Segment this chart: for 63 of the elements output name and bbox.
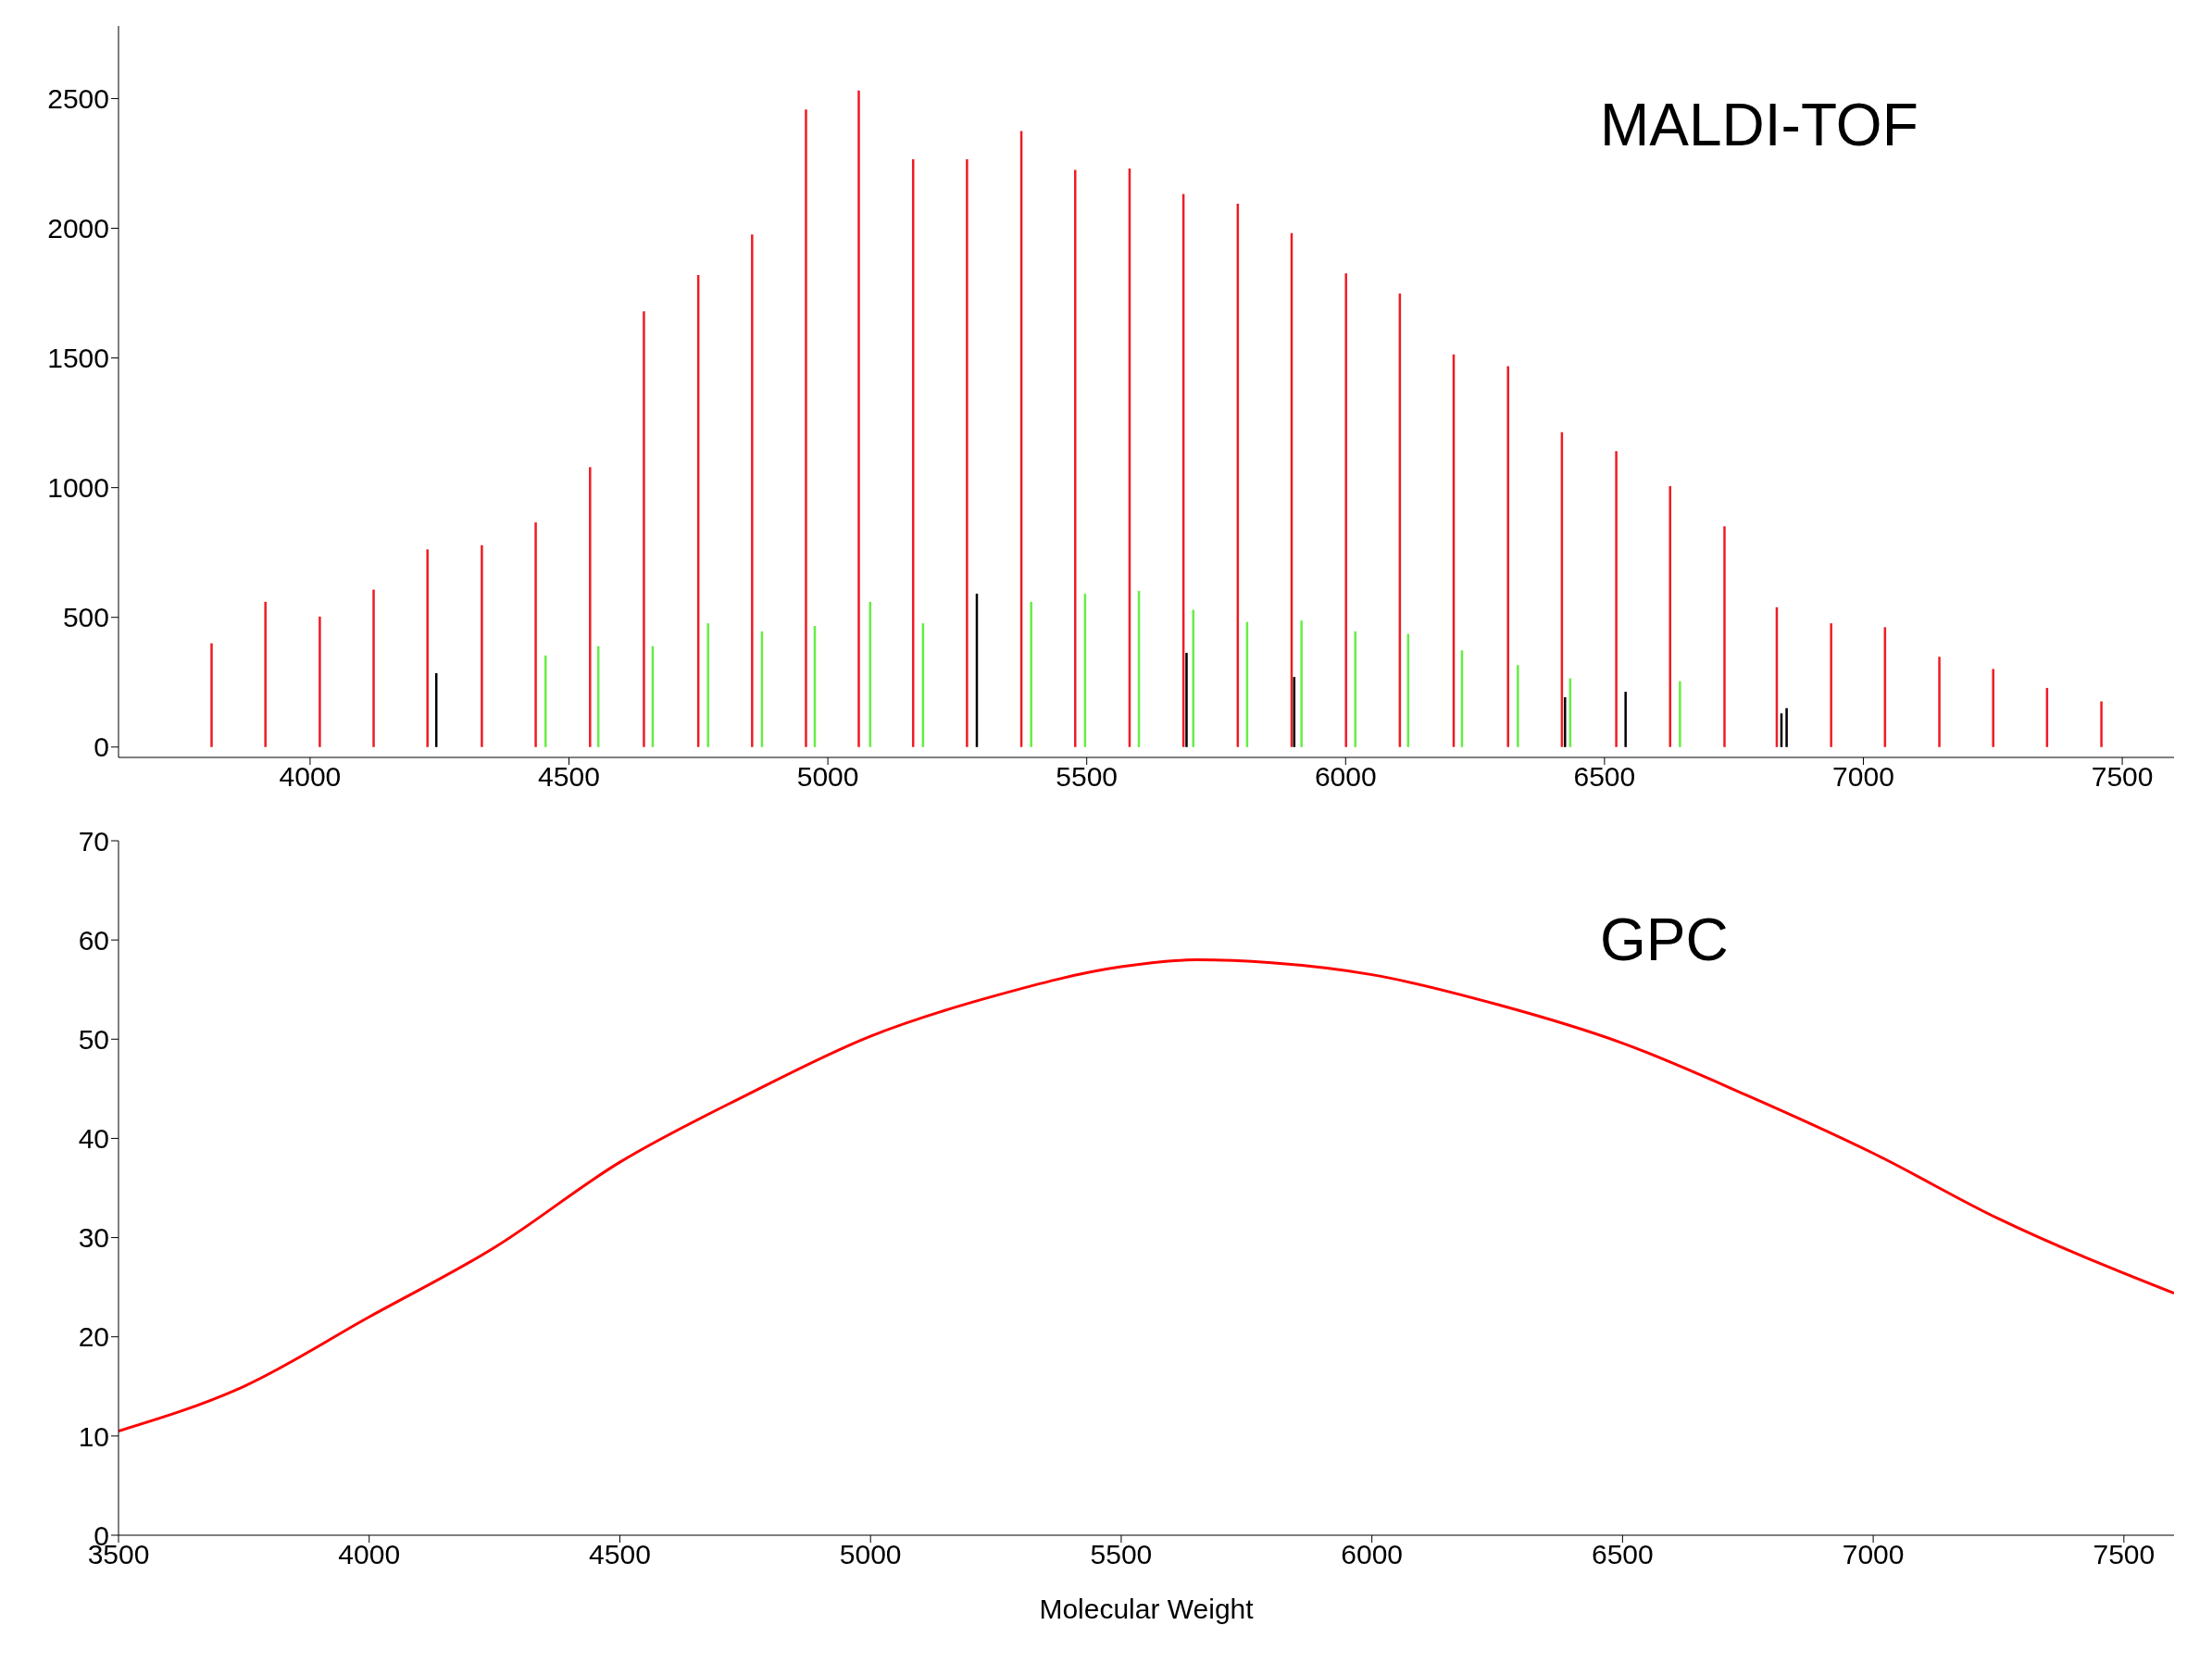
bar (751, 234, 754, 747)
bar (1073, 169, 1077, 747)
x-axis-title: Molecular Weight (1039, 1594, 1255, 1624)
x-tick-label: 5500 (1056, 761, 1118, 793)
x-tick-label: 6000 (1314, 761, 1377, 793)
bar (1679, 681, 1681, 747)
bar (1300, 620, 1303, 747)
bar (2100, 701, 2103, 747)
bar (426, 549, 429, 747)
bar (1030, 601, 1032, 747)
y-tick-label: 20 (78, 1321, 109, 1353)
x-tick-label: 4500 (589, 1539, 651, 1570)
bar (1344, 273, 1347, 747)
bar (1624, 692, 1627, 747)
bar (210, 643, 213, 747)
annotation: GPC (1600, 906, 1729, 974)
bar (857, 90, 860, 747)
y-tick-label: 30 (78, 1222, 109, 1254)
x-tick-label: 6500 (1592, 1539, 1654, 1570)
x-tick-label: 6500 (1573, 761, 1636, 793)
bar (1615, 451, 1618, 747)
x-tick-label: 4000 (338, 1539, 401, 1570)
bar (1563, 697, 1567, 747)
bar (589, 467, 592, 747)
bar (805, 109, 807, 747)
y-tick-label: 60 (78, 924, 109, 956)
bar (264, 601, 267, 747)
bar (481, 544, 483, 747)
x-tick-label: 7500 (2091, 761, 2154, 793)
annotation: MALDI-TOF (1600, 91, 1918, 159)
bar (643, 311, 645, 747)
bar (1192, 609, 1195, 747)
bar (319, 616, 321, 747)
bar (1992, 669, 1994, 747)
bar (534, 522, 537, 747)
x-tick-label: 5000 (796, 761, 859, 793)
x-tick-label: 6000 (1341, 1539, 1404, 1570)
y-tick-label: 0 (94, 731, 109, 763)
bar (966, 158, 969, 747)
y-tick-label: 40 (78, 1123, 109, 1155)
x-tick-label: 4000 (279, 761, 342, 793)
bar (1830, 623, 1832, 747)
x-tick-label: 5500 (1090, 1539, 1153, 1570)
x-tick-label: 5000 (839, 1539, 902, 1570)
x-tick-label: 7000 (1832, 761, 1894, 793)
bar (1506, 366, 1509, 747)
x-tick-label: 7500 (2093, 1539, 2156, 1570)
y-tick-label: 1000 (47, 472, 109, 504)
y-tick-label: 70 (78, 825, 109, 857)
bar (1185, 653, 1188, 747)
y-tick-label: 2500 (47, 83, 109, 115)
y-tick-label: 10 (78, 1420, 109, 1452)
x-tick-label: 7000 (1842, 1539, 1905, 1570)
y-tick-label: 50 (78, 1023, 109, 1055)
bar (372, 589, 375, 747)
bar (1723, 526, 1726, 747)
bar (1938, 656, 1941, 747)
y-tick-label: 500 (62, 602, 109, 633)
bar (1517, 665, 1519, 747)
y-tick-label: 2000 (47, 213, 109, 244)
bar (1785, 707, 1788, 747)
y-tick-label: 1500 (47, 343, 109, 374)
x-tick-label: 4500 (538, 761, 600, 793)
